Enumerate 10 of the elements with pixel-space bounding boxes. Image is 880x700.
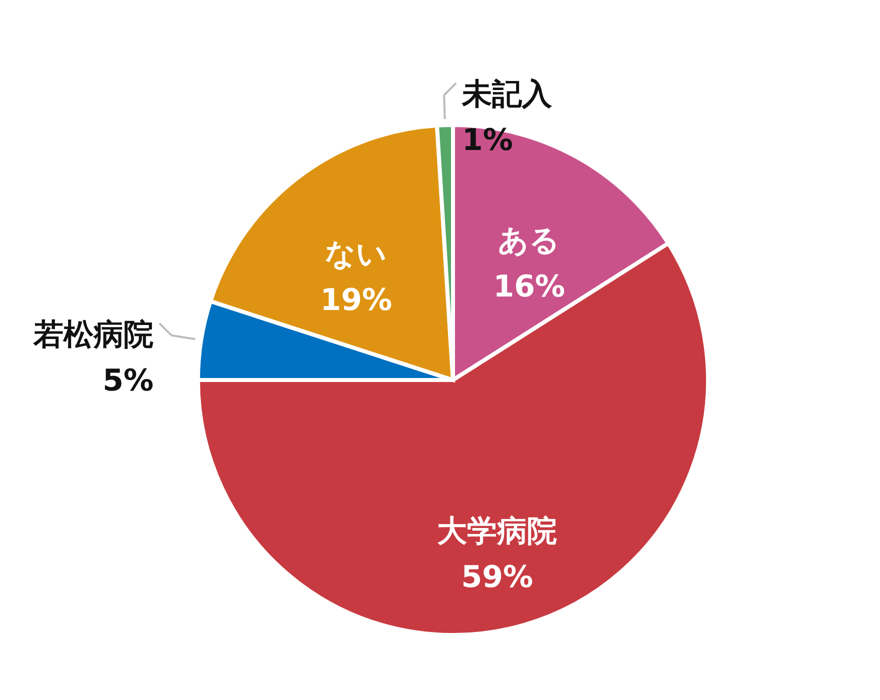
slice-label: 未記入 — [461, 77, 554, 112]
data-label: 5% — [102, 363, 154, 398]
data-label: 1% — [462, 123, 513, 158]
slice-label: ない — [325, 237, 388, 272]
data-label: 59% — [461, 560, 534, 595]
slice-label: 大学病院 — [437, 514, 558, 549]
slice-label: ある — [498, 223, 560, 258]
data-label: 16% — [493, 269, 566, 304]
data-label: 19% — [320, 283, 392, 318]
slice-label: 若松病院 — [32, 317, 154, 352]
